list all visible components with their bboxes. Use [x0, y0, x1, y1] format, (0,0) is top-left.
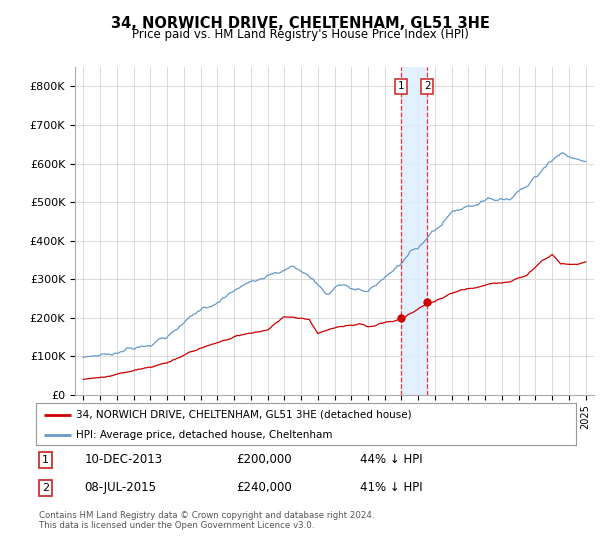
Text: 41% ↓ HPI: 41% ↓ HPI: [360, 482, 422, 494]
Text: Contains HM Land Registry data © Crown copyright and database right 2024.
This d: Contains HM Land Registry data © Crown c…: [39, 511, 374, 530]
Text: 34, NORWICH DRIVE, CHELTENHAM, GL51 3HE (detached house): 34, NORWICH DRIVE, CHELTENHAM, GL51 3HE …: [77, 409, 412, 419]
Text: 2: 2: [42, 483, 49, 493]
Text: 1: 1: [42, 455, 49, 465]
Text: 44% ↓ HPI: 44% ↓ HPI: [360, 453, 422, 466]
Text: 34, NORWICH DRIVE, CHELTENHAM, GL51 3HE: 34, NORWICH DRIVE, CHELTENHAM, GL51 3HE: [110, 16, 490, 31]
Text: 10-DEC-2013: 10-DEC-2013: [85, 453, 163, 466]
Bar: [401, 67, 427, 395]
Text: 2: 2: [424, 81, 431, 91]
Text: Price paid vs. HM Land Registry's House Price Index (HPI): Price paid vs. HM Land Registry's House …: [131, 28, 469, 41]
Text: 08-JUL-2015: 08-JUL-2015: [85, 482, 157, 494]
Text: £200,000: £200,000: [236, 453, 292, 466]
Text: HPI: Average price, detached house, Cheltenham: HPI: Average price, detached house, Chel…: [77, 430, 333, 440]
Text: £240,000: £240,000: [236, 482, 292, 494]
Text: 1: 1: [397, 81, 404, 91]
